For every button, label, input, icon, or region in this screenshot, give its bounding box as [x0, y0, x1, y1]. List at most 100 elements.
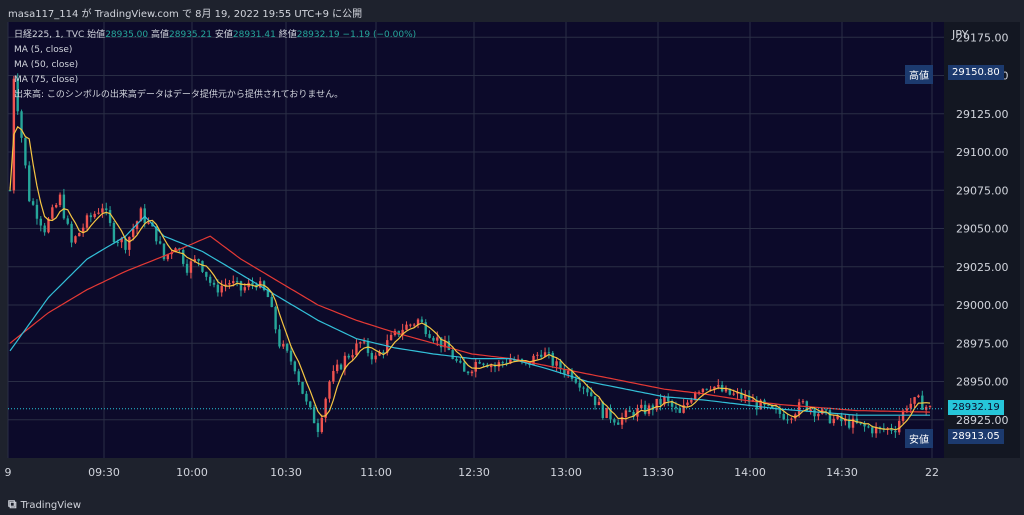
candle-body: [101, 208, 104, 213]
candle-body: [97, 212, 100, 214]
ma50-line: [9, 215, 930, 416]
chart-legend: 日経225, 1, TVC 始値28935.00 高値28935.21 安値28…: [14, 28, 416, 103]
currency-label: JPY: [952, 28, 969, 41]
candle-body: [455, 358, 458, 361]
candle-body: [809, 409, 812, 411]
candle-body: [778, 408, 782, 414]
candle-body: [536, 354, 539, 356]
candle-body: [563, 369, 566, 375]
candle-body: [105, 208, 108, 211]
candle-body: [397, 330, 400, 335]
ma5-legend[interactable]: MA (5, close): [14, 45, 73, 55]
candle-body: [609, 407, 612, 420]
candle-body: [162, 243, 166, 260]
candle-body: [193, 259, 196, 262]
candle-body: [628, 410, 631, 412]
candle-body: [158, 241, 162, 244]
candle-body: [667, 396, 670, 402]
candle-body: [139, 208, 143, 222]
candle-body: [155, 226, 158, 242]
candle-body: [501, 362, 504, 364]
volume-note: 出来高: このシンボルの出来高データはデータ提供元から提供されておりません。: [14, 90, 344, 100]
candle-body: [917, 395, 920, 398]
candle-body: [81, 227, 85, 233]
candle-body: [185, 263, 189, 273]
candle-body: [786, 419, 789, 421]
symbol-label[interactable]: 日経225, 1, TVC: [14, 30, 85, 40]
low-tag-value: 28913.05: [948, 429, 1004, 445]
candle-body: [605, 407, 608, 419]
y-tick-label: 28975.00: [956, 337, 1009, 350]
x-tick-label: 14:00: [734, 466, 766, 479]
candle-body: [58, 194, 62, 206]
candle-body: [405, 324, 408, 330]
candle-body: [316, 423, 320, 432]
candle-body: [54, 205, 58, 208]
tradingview-logo-icon: ⧉: [8, 497, 17, 511]
candle-body: [705, 388, 708, 390]
brand-label: TradingView: [20, 500, 81, 511]
candle-body: [651, 405, 655, 410]
candle-body: [659, 398, 662, 405]
tradingview-brand[interactable]: ⧉ TradingView: [8, 497, 81, 512]
candle-body: [220, 285, 223, 293]
x-tick-label: 10:00: [176, 466, 208, 479]
candle-body: [16, 78, 19, 112]
candle-body: [47, 218, 50, 233]
open-value: 28935.00: [105, 30, 149, 40]
candle-body: [859, 422, 862, 424]
x-tick-label: 9: [5, 466, 12, 479]
candle-body: [551, 352, 554, 366]
change-value: −1.19 (−0.00%): [342, 30, 417, 40]
candle-body: [70, 223, 73, 243]
ma50-legend[interactable]: MA (50, close): [14, 60, 79, 70]
candle-body: [8, 190, 12, 192]
candle-body: [301, 382, 304, 394]
price-axis[interactable]: [944, 22, 1020, 458]
candle-body: [436, 337, 439, 341]
candle-body: [232, 281, 235, 284]
candle-body: [89, 215, 93, 218]
candle-body: [382, 352, 385, 354]
x-tick-label: 11:00: [360, 466, 392, 479]
candle-body: [582, 387, 585, 389]
candle-body: [128, 236, 131, 250]
ma75-legend[interactable]: MA (75, close): [14, 75, 79, 85]
candle-body: [813, 409, 816, 417]
candle-body: [890, 428, 893, 431]
candle-body: [108, 210, 112, 223]
candle-body: [867, 426, 870, 428]
candle-body: [566, 370, 570, 375]
candle-body: [690, 399, 693, 403]
candle-body: [898, 420, 901, 433]
candle-body: [43, 225, 46, 233]
x-tick-label: 10:30: [270, 466, 302, 479]
candle-body: [613, 419, 616, 423]
candle-body: [601, 401, 605, 419]
candle-body: [24, 137, 27, 166]
chart-plot-area[interactable]: [8, 22, 944, 458]
candle-body: [166, 254, 170, 260]
candle-body: [740, 392, 743, 399]
candle-body: [147, 222, 150, 224]
candle-body: [547, 352, 551, 354]
candle-body: [116, 241, 119, 243]
y-tick-label: 29075.00: [956, 184, 1009, 197]
candle-body: [278, 329, 281, 347]
candle-body: [359, 342, 362, 344]
candle-body: [801, 401, 805, 403]
y-tick-label: 29000.00: [956, 299, 1009, 312]
candle-body: [289, 350, 293, 362]
candle-body: [224, 284, 227, 286]
x-tick-label: 14:30: [826, 466, 858, 479]
candle-body: [447, 341, 451, 351]
candle-body: [678, 408, 681, 413]
candle-body: [66, 218, 69, 224]
candle-body: [282, 344, 285, 347]
candle-body: [590, 392, 593, 397]
candle-body: [505, 362, 508, 364]
candle-body: [28, 165, 31, 202]
candle-body: [439, 337, 443, 348]
candle-body: [409, 324, 412, 326]
candle-body: [724, 388, 728, 392]
